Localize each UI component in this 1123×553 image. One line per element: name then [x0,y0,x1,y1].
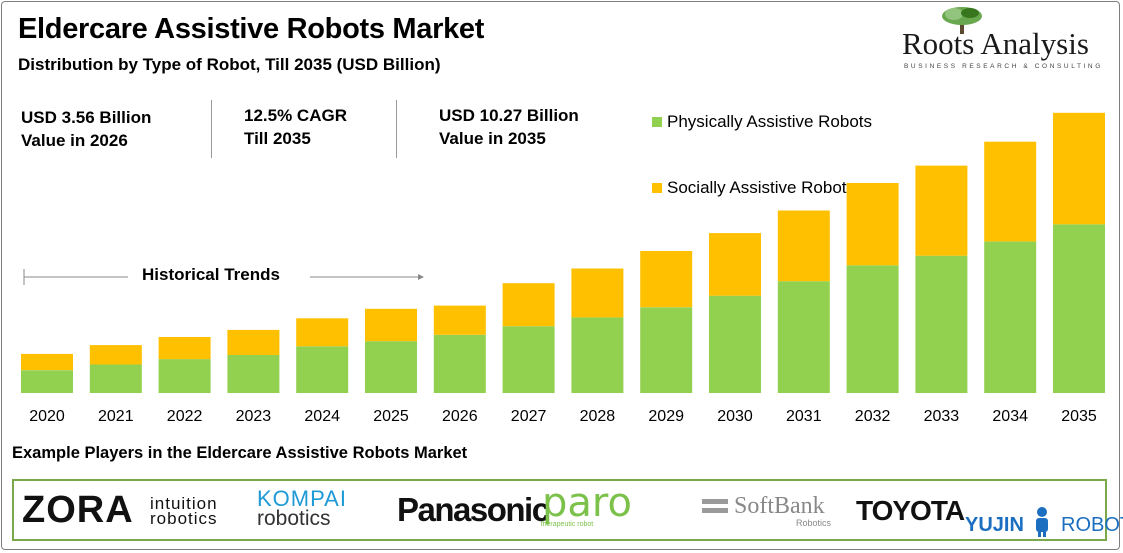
chart-title: Eldercare Assistive Robots Market [18,13,485,45]
bar-social-2028 [571,268,624,318]
bar-social-2025 [365,308,417,342]
paro-logo-text: paro [542,480,632,526]
historical-trends-label: Historical Trends [142,265,280,284]
yujin-robot-logo: YUJIN ROBOT [965,499,1123,537]
x-tick-2034: 2034 [992,408,1028,425]
bar-physical-2034 [984,241,1037,393]
kompai-logo-line2: robotics [257,507,331,530]
x-tick-2020: 2020 [29,408,65,425]
bar-social-2020 [21,353,73,371]
bar-physical-2029 [640,307,693,393]
players-title: Example Players in the Eldercare Assisti… [12,444,468,462]
bar-social-2024 [296,318,349,347]
yujin-logo-line2: ROBOT [1061,514,1123,536]
bar-social-2030 [709,233,761,296]
bar-social-2023 [227,329,280,355]
highlight-separator [396,100,397,158]
bar-physical-2026 [433,334,486,393]
brand-tagline: BUSINESS RESEARCH & CONSULTING [904,63,1103,70]
bar-physical-2021 [89,364,142,393]
x-tick-2028: 2028 [580,408,616,425]
highlight-2-line1: 12.5% CAGR [244,106,347,125]
legend-label-physical: Physically Assistive Robots [667,112,873,131]
x-tick-2035: 2035 [1061,408,1097,425]
bar-physical-2035 [1053,224,1105,393]
bar-social-2031 [777,210,830,282]
x-tick-2026: 2026 [442,408,478,425]
yujin-logo-line1: YUJIN [965,514,1024,536]
bar-physical-2028 [571,317,624,393]
legend-item-physical: Physically Assistive Robots [652,112,872,132]
intuition-robotics-logo: intuition robotics [150,494,218,528]
bar-social-2029 [640,251,693,308]
x-tick-2022: 2022 [167,408,203,425]
legend-item-social: Socially Assistive Robots [652,178,855,198]
player-logos-box: ZORA intuition robotics KOMPAI robotics … [12,479,1123,541]
bar-social-2027 [502,283,555,327]
chart-subtitle: Distribution by Type of Robot, Till 2035… [18,55,441,74]
highlight-3-line1: USD 10.27 Billion [439,106,579,125]
x-tick-2025: 2025 [373,408,409,425]
x-tick-2033: 2033 [924,408,960,425]
highlight-2-line2: Till 2035 [244,129,311,148]
bar-physical-2032 [846,265,899,393]
panasonic-logo: Panasonic [397,491,550,529]
x-tick-2023: 2023 [236,408,272,425]
kompai-robotics-logo: KOMPAI robotics [257,486,347,530]
robot-figure-icon [1036,507,1049,537]
x-tick-2030: 2030 [717,408,753,425]
bar-physical-2024 [296,346,349,393]
x-tick-2027: 2027 [511,408,547,425]
bar-physical-2023 [227,354,280,393]
toyota-logo-text: TOYOTA [856,495,965,526]
highlight-1-line2: Value in 2026 [21,131,128,150]
softbank-logo-sub: Robotics [796,518,832,528]
kompai-logo-line1: KOMPAI [257,486,347,511]
stacked-bar-chart: 2020 2021 2022 2023 2024 2025 2026 2027 2028 2029… [21,112,1105,425]
brand-name: Roots Analysis [902,26,1089,61]
historical-trends-arrow [23,269,424,285]
x-tick-2032: 2032 [855,408,891,425]
intuition-logo-line1: intuition [150,494,218,513]
bar-social-2026 [433,305,486,335]
bar-social-2032 [846,183,899,266]
bar-social-2033 [915,165,968,256]
bar-physical-2025 [365,341,417,393]
softbank-bars-icon [702,499,728,513]
bar-social-2022 [158,337,211,360]
paro-logo-sub: therapeutic robot [540,521,594,528]
bar-physical-2022 [158,359,211,393]
panasonic-logo-text: Panasonic [397,491,550,528]
x-tick-2029: 2029 [648,408,684,425]
highlight-3-line2: Value in 2035 [439,129,546,148]
toyota-logo: TOYOTA [856,495,965,527]
bar-physical-2027 [502,326,555,393]
highlight-separator [211,100,212,158]
intuition-logo-line2: robotics [150,509,218,528]
bar-social-2034 [984,141,1037,242]
x-tick-2024: 2024 [304,408,340,425]
x-tick-2031: 2031 [786,408,822,425]
tree-logo-icon [942,7,982,34]
bar-physical-2031 [777,281,830,393]
zora-logo: ZORA [22,489,134,532]
legend-swatch-physical [652,117,662,127]
legend-label-social: Socially Assistive Robots [667,178,856,197]
x-tick-2021: 2021 [98,408,134,425]
bar-physical-2020 [21,370,73,393]
bar-social-2035 [1053,112,1105,225]
highlight-1-line1: USD 3.56 Billion [21,108,152,127]
zora-logo-text: ZORA [22,489,134,531]
softbank-logo-text: SoftBank [734,493,825,519]
legend-swatch-social [652,183,662,193]
bar-physical-2030 [709,295,761,393]
paro-logo: paro therapeutic robot [541,480,632,528]
bar-physical-2033 [915,255,968,393]
bar-social-2021 [89,345,142,365]
